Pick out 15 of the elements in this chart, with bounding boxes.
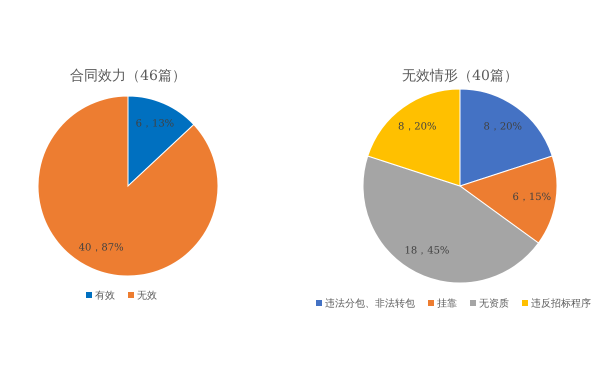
legend-label: 挂靠 — [437, 298, 457, 310]
legend-label: 无效 — [137, 290, 157, 302]
legend-label: 无资质 — [479, 298, 509, 310]
legend-label: 违法分包、非法转包 — [325, 298, 415, 310]
data-label: 40，87% — [78, 242, 124, 254]
data-label: 6，13% — [136, 118, 174, 130]
data-label: 8，20% — [483, 122, 522, 133]
pie-slice — [38, 96, 218, 276]
data-label: 18，45% — [404, 245, 450, 256]
data-label: 6，15% — [512, 192, 552, 203]
legend-label: 有效 — [95, 290, 115, 302]
chart-title: 无效情形（40篇） — [402, 68, 518, 84]
data-label: 8，20% — [398, 122, 437, 133]
chart-title: 合同效力（46篇） — [70, 68, 186, 84]
legend-label: 违反招标程序 — [531, 298, 591, 310]
